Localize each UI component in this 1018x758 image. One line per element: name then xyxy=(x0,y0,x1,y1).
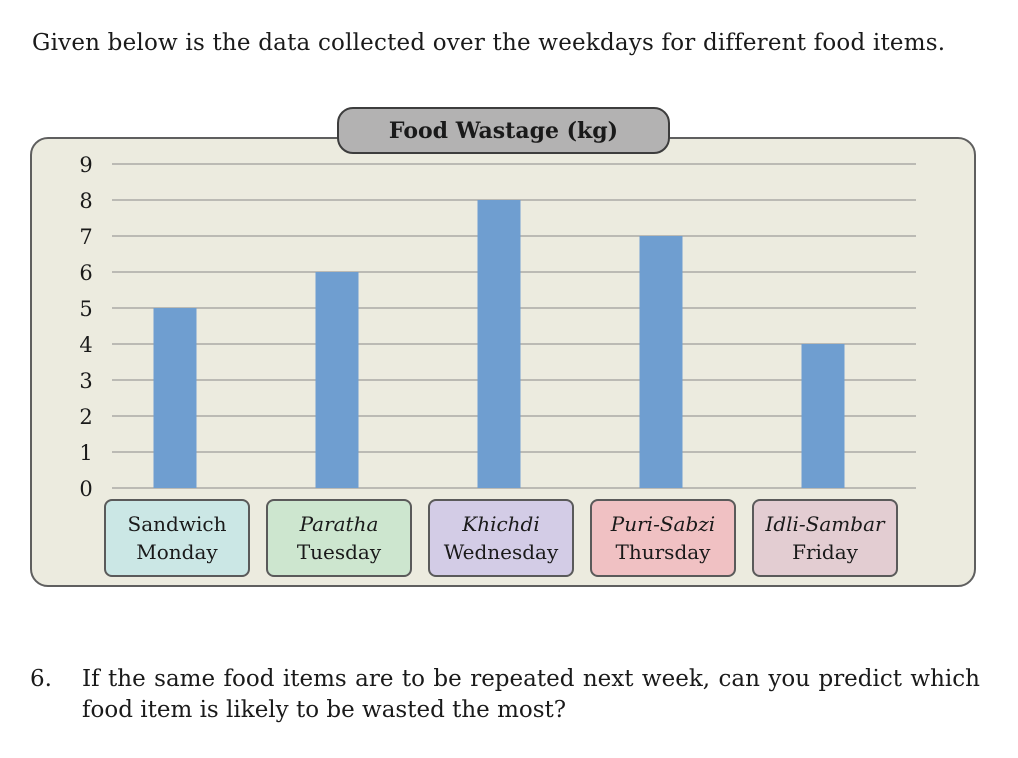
category-food-label: Khichdi xyxy=(462,510,540,538)
bar-paratha xyxy=(316,272,359,488)
y-tick-label: 1 xyxy=(79,441,92,465)
y-tick-label: 9 xyxy=(79,153,92,177)
bar-sandwich xyxy=(154,308,197,488)
y-tick-label: 5 xyxy=(79,297,92,321)
category-food-label: Idli-Sambar xyxy=(765,510,884,538)
y-tick-label: 0 xyxy=(79,477,92,501)
category-food-label: Paratha xyxy=(300,510,379,538)
category-day-label: Friday xyxy=(792,538,858,566)
category-box-sandwich: Sandwich Monday xyxy=(104,499,250,577)
y-tick-label: 8 xyxy=(79,189,92,213)
y-tick-label: 3 xyxy=(79,369,92,393)
y-tick-label: 2 xyxy=(79,405,92,429)
bar-khichdi xyxy=(478,200,521,488)
y-tick-label: 7 xyxy=(79,225,92,249)
y-tick-label: 6 xyxy=(79,261,92,285)
y-tick-label: 4 xyxy=(79,333,92,357)
category-day-label: Monday xyxy=(136,538,217,566)
category-day-label: Thursday xyxy=(616,538,711,566)
chart-title: Food Wastage (kg) xyxy=(337,107,670,154)
category-box-idli-sambar: Idli-Sambar Friday xyxy=(752,499,898,577)
category-food-label: Sandwich xyxy=(128,510,227,538)
bar-idli-sambar xyxy=(802,344,845,488)
bar-puri-sabzi xyxy=(640,236,683,488)
category-box-khichdi: Khichdi Wednesday xyxy=(428,499,574,577)
category-day-label: Wednesday xyxy=(444,538,559,566)
category-food-label: Puri-Sabzi xyxy=(611,510,715,538)
category-day-label: Tuesday xyxy=(297,538,381,566)
category-box-paratha: Paratha Tuesday xyxy=(266,499,412,577)
category-box-puri-sabzi: Puri-Sabzi Thursday xyxy=(590,499,736,577)
